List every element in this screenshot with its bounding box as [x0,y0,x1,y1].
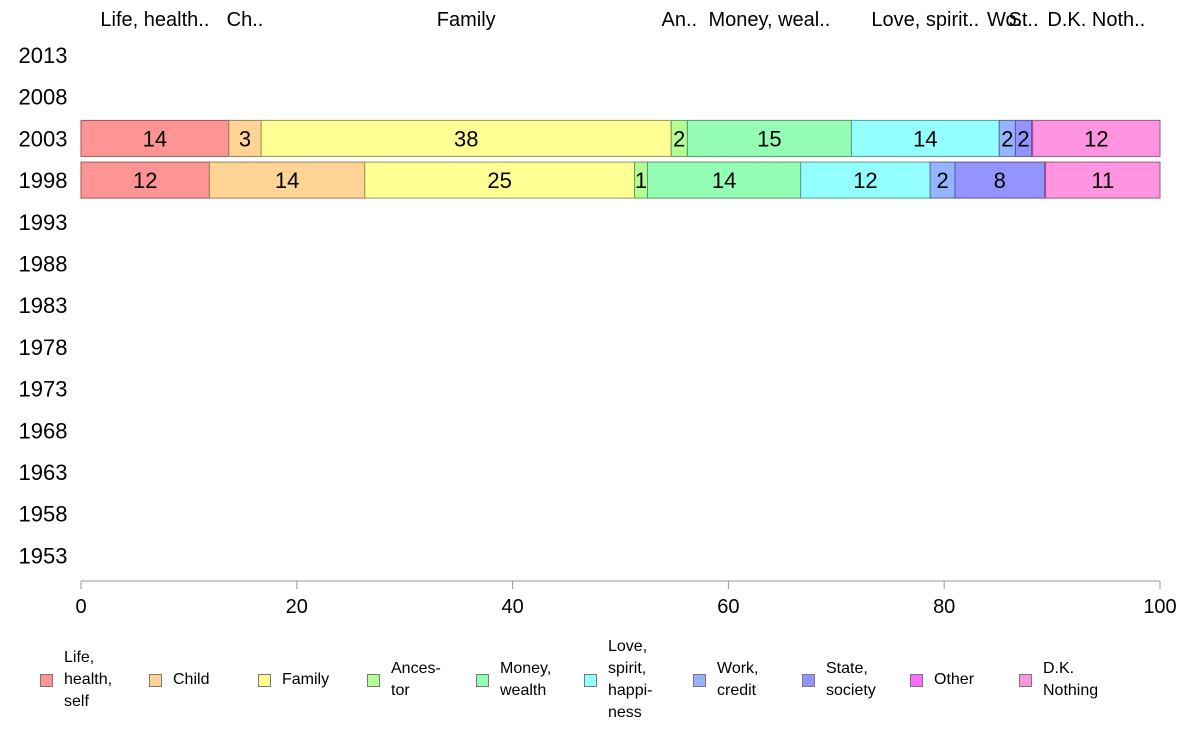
legend-swatch [367,673,380,687]
data-label: 11 [1091,168,1114,193]
top-category-label: Money, weal.. [708,9,830,31]
x-tick-label: 20 [286,596,308,618]
year-label: 1993 [19,210,68,235]
bar-segment [686,119,852,157]
year-label: 1973 [19,377,68,402]
legend-item: State, society [802,630,876,730]
data-label: 14 [913,126,937,151]
legend: Life, health, self Child Family Ances- tor M… [0,630,1188,730]
data-label: 2 [1017,126,1029,151]
legend-item: Child [149,630,209,730]
legend-swatch [910,673,923,687]
top-category-labels: Life, health.. Ch.. Family An.. Money, weal.… [100,9,1145,31]
bar-segment [1032,119,1161,157]
bar-segment [850,119,1000,157]
legend-item: Family [258,630,329,730]
legend-swatch [476,673,489,687]
year-label: 1958 [19,502,68,527]
legend-label: Child [173,671,210,688]
top-category-label: An.. [662,9,698,31]
legend-swatch [149,673,162,687]
legend-swatch [802,673,815,687]
year-label: 2008 [19,85,68,110]
data-label: 2 [673,126,685,151]
data-label: 2 [936,168,948,193]
year-label: 2003 [19,126,68,151]
legend-label: D.K. Nothing [1043,660,1099,699]
top-category-label: Love, spirit.. [871,9,979,31]
year-label: 1968 [19,418,68,443]
data-label: 1 [635,168,647,193]
year-label: 2013 [19,43,68,68]
data-label: 12 [853,168,877,193]
bar-segment [800,161,931,199]
legend-item: D.K. Nothing [1019,630,1098,730]
top-category-label: D.K. Noth.. [1047,9,1145,31]
data-label: 12 [1084,126,1108,151]
bar-segment [954,161,1046,199]
legend-item: Ances- tor [367,630,441,730]
legend-swatch [258,673,271,687]
bar-segment [208,161,366,199]
year-axis: 2013 2008 2003 1998 1993 1988 1983 1978 1973 1968… [19,43,68,568]
year-label: 1998 [19,168,68,193]
bar-segment [929,161,956,199]
year-label: 1963 [19,460,68,485]
data-label: 2 [1001,126,1013,151]
top-category-label: Ch.. [227,9,264,31]
data-label: 15 [757,126,781,151]
data-label: 12 [133,168,157,193]
legend-item: Love, spirit, happi- ness [584,630,652,730]
data-label: 14 [712,168,736,193]
bar-segment [1045,161,1161,199]
year-label: 1988 [19,252,68,277]
legend-swatch [40,673,53,687]
x-tick-label: 80 [933,596,955,618]
year-label: 1983 [19,293,68,318]
x-tick-label: 100 [1143,596,1176,618]
data-label: 25 [487,168,511,193]
legend-swatch [1019,673,1032,687]
legend-label: Other [934,671,975,688]
year-label: 1953 [19,543,68,568]
data-label: 3 [239,126,251,151]
legend-swatch [693,673,706,687]
legend-label: Ances- tor [391,660,441,699]
data-label: 14 [275,168,299,193]
x-axis: 0 20 40 60 80 100 [75,580,1177,618]
bar-segment [80,161,210,199]
legend-label: State, society [826,660,876,699]
top-category-label: Life, health.. [100,9,209,31]
legend-swatch [584,673,597,687]
x-tick-label: 0 [75,596,86,618]
top-category-label: St.. [1008,9,1038,31]
legend-item: Work, credit [693,630,758,730]
x-tick-label: 40 [501,596,523,618]
legend-label: Family [282,671,330,688]
data-label: 8 [994,168,1006,193]
legend-item: Money, wealth [476,630,551,730]
legend-label: Life, health, self [64,649,113,710]
bar-segment [646,161,802,199]
top-category-label: Family [437,9,496,31]
data-label: 38 [454,126,478,151]
top-category-label: Wo.. [987,9,1028,31]
year-label: 1978 [19,335,68,360]
legend-item: Life, health, self [40,630,112,730]
bar-segment [228,119,262,157]
data-label: 14 [143,126,167,151]
legend-label: Love, spirit, happi- ness [608,638,653,721]
legend-item: Other [910,630,974,730]
legend-label: Work, credit [717,660,759,699]
legend-label: Money, wealth [500,660,552,699]
x-tick-label: 60 [717,596,739,618]
